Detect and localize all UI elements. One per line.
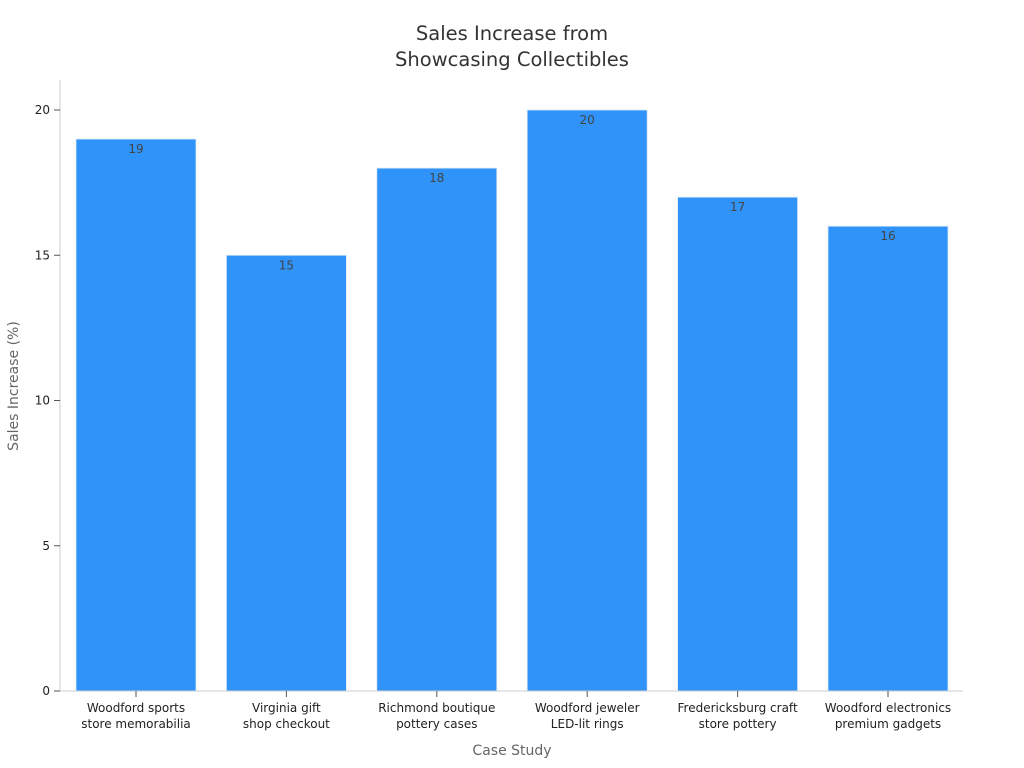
chart-title-line-2: Showcasing Collectibles [395,48,629,71]
x-tick-label: Woodford electronics [825,701,951,715]
bar-value-label: 16 [880,229,895,243]
x-axis: Woodford sports store memorabilia Virginia… [60,690,963,731]
y-tick-label: 15 [35,248,50,262]
bar-value-label: 17 [730,200,745,214]
x-tick-label: Richmond boutique [378,701,495,715]
x-tick-label: store pottery [699,717,777,731]
x-tick-label: Woodford sports [87,701,185,715]
bar [376,167,498,692]
chart-title-line-1: Sales Increase from [416,22,608,45]
x-tick-label: LED-lit rings [551,717,624,731]
bar [677,196,798,692]
y-tick-label: 20 [35,103,50,117]
x-tick-label: shop checkout [243,717,330,731]
y-tick-label: 0 [42,684,50,698]
y-tick-label: 5 [42,539,50,553]
y-axis-title: Sales Increase (%) [6,321,22,451]
y-axis: 0 5 10 15 20 [35,80,61,698]
bar [225,254,347,692]
x-axis-title: Case Study [472,743,551,759]
bar-value-label: 19 [128,142,143,156]
bar-value-label: 18 [429,171,444,185]
x-tick-label: store memorabilia [81,717,191,731]
bar [827,225,949,692]
chart-title: Sales Increase from Showcasing Collectib… [395,22,629,71]
bar-value-label: 15 [279,258,294,272]
x-tick-label: Fredericksburg craft [678,701,798,715]
x-tick-label: Woodford jeweler [535,701,640,715]
bar [526,109,648,692]
bars-group: 19 15 18 20 17 16 [75,109,949,692]
y-tick-label: 10 [35,394,50,408]
x-tick-label: pottery cases [396,717,477,731]
bar-value-label: 20 [580,113,595,127]
x-tick-label: premium gadgets [835,717,941,731]
bar [75,138,197,692]
x-tick-label: Virginia gift [252,701,321,715]
